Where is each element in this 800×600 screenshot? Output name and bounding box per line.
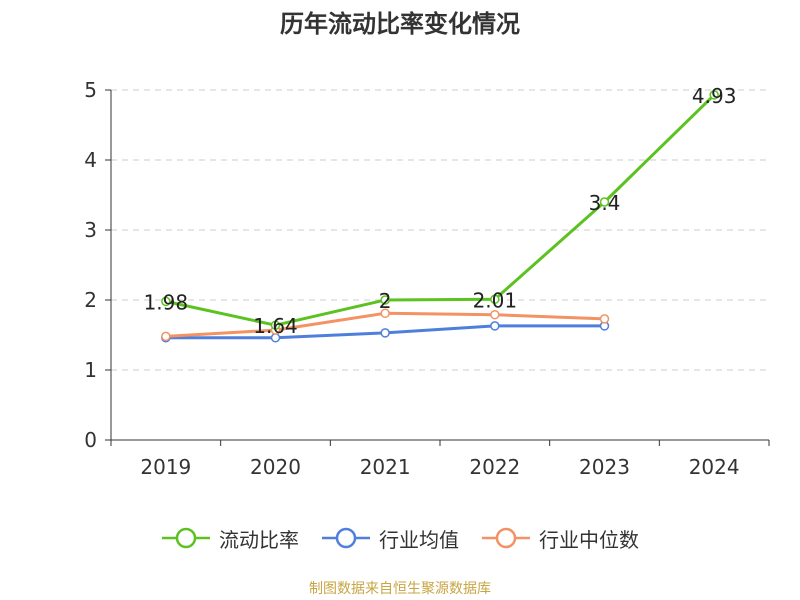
data-label: 3.4 <box>589 191 621 215</box>
y-tick-label: 5 <box>84 78 97 102</box>
circle-line-icon <box>322 527 370 549</box>
x-tick-label: 2022 <box>469 455 520 479</box>
data-point <box>161 331 171 342</box>
circle-line-icon <box>482 527 530 549</box>
data-point <box>380 295 390 305</box>
y-tick-label: 1 <box>84 358 97 382</box>
y-tick-label: 2 <box>84 288 97 312</box>
chart-title: 历年流动比率变化情况 <box>280 10 520 38</box>
data-point <box>709 90 719 100</box>
legend: 流动比率 行业均值 行业中位数 <box>0 518 800 558</box>
data-point <box>490 309 500 320</box>
legend-item[interactable]: 行业中位数 <box>481 524 639 553</box>
legend-item[interactable]: 行业均值 <box>321 524 459 553</box>
source-note: 制图数据来自恒生聚源数据库 <box>309 581 491 597</box>
data-label: 2 <box>379 289 392 313</box>
data-label: 2.01 <box>473 288 518 312</box>
data-point <box>161 296 171 307</box>
data-label: 4.93 <box>692 84 737 108</box>
data-point <box>270 320 281 330</box>
y-tick-label: 0 <box>84 428 97 452</box>
x-tick-label: 2019 <box>140 455 191 479</box>
data-label: 1.98 <box>144 290 189 314</box>
circle-line-icon <box>162 527 210 549</box>
data-point <box>380 308 390 319</box>
data-point <box>490 321 500 331</box>
legend-label: 行业均值 <box>379 527 459 552</box>
y-tick-label: 4 <box>84 148 97 172</box>
y-tick-label: 3 <box>84 218 97 242</box>
data-point <box>380 328 390 338</box>
x-tick-label: 2024 <box>689 455 740 479</box>
data-point <box>599 197 610 207</box>
legend-label: 行业中位数 <box>539 527 639 552</box>
x-tick-label: 2020 <box>250 455 301 479</box>
data-point <box>599 314 610 324</box>
x-tick-label: 2023 <box>579 455 630 479</box>
data-label: 1.64 <box>253 314 298 338</box>
legend-item[interactable]: 流动比率 <box>161 524 299 553</box>
x-tick-label: 2021 <box>360 455 411 479</box>
series-line <box>165 93 716 327</box>
legend-label: 流动比率 <box>219 527 299 552</box>
data-point <box>490 294 500 305</box>
